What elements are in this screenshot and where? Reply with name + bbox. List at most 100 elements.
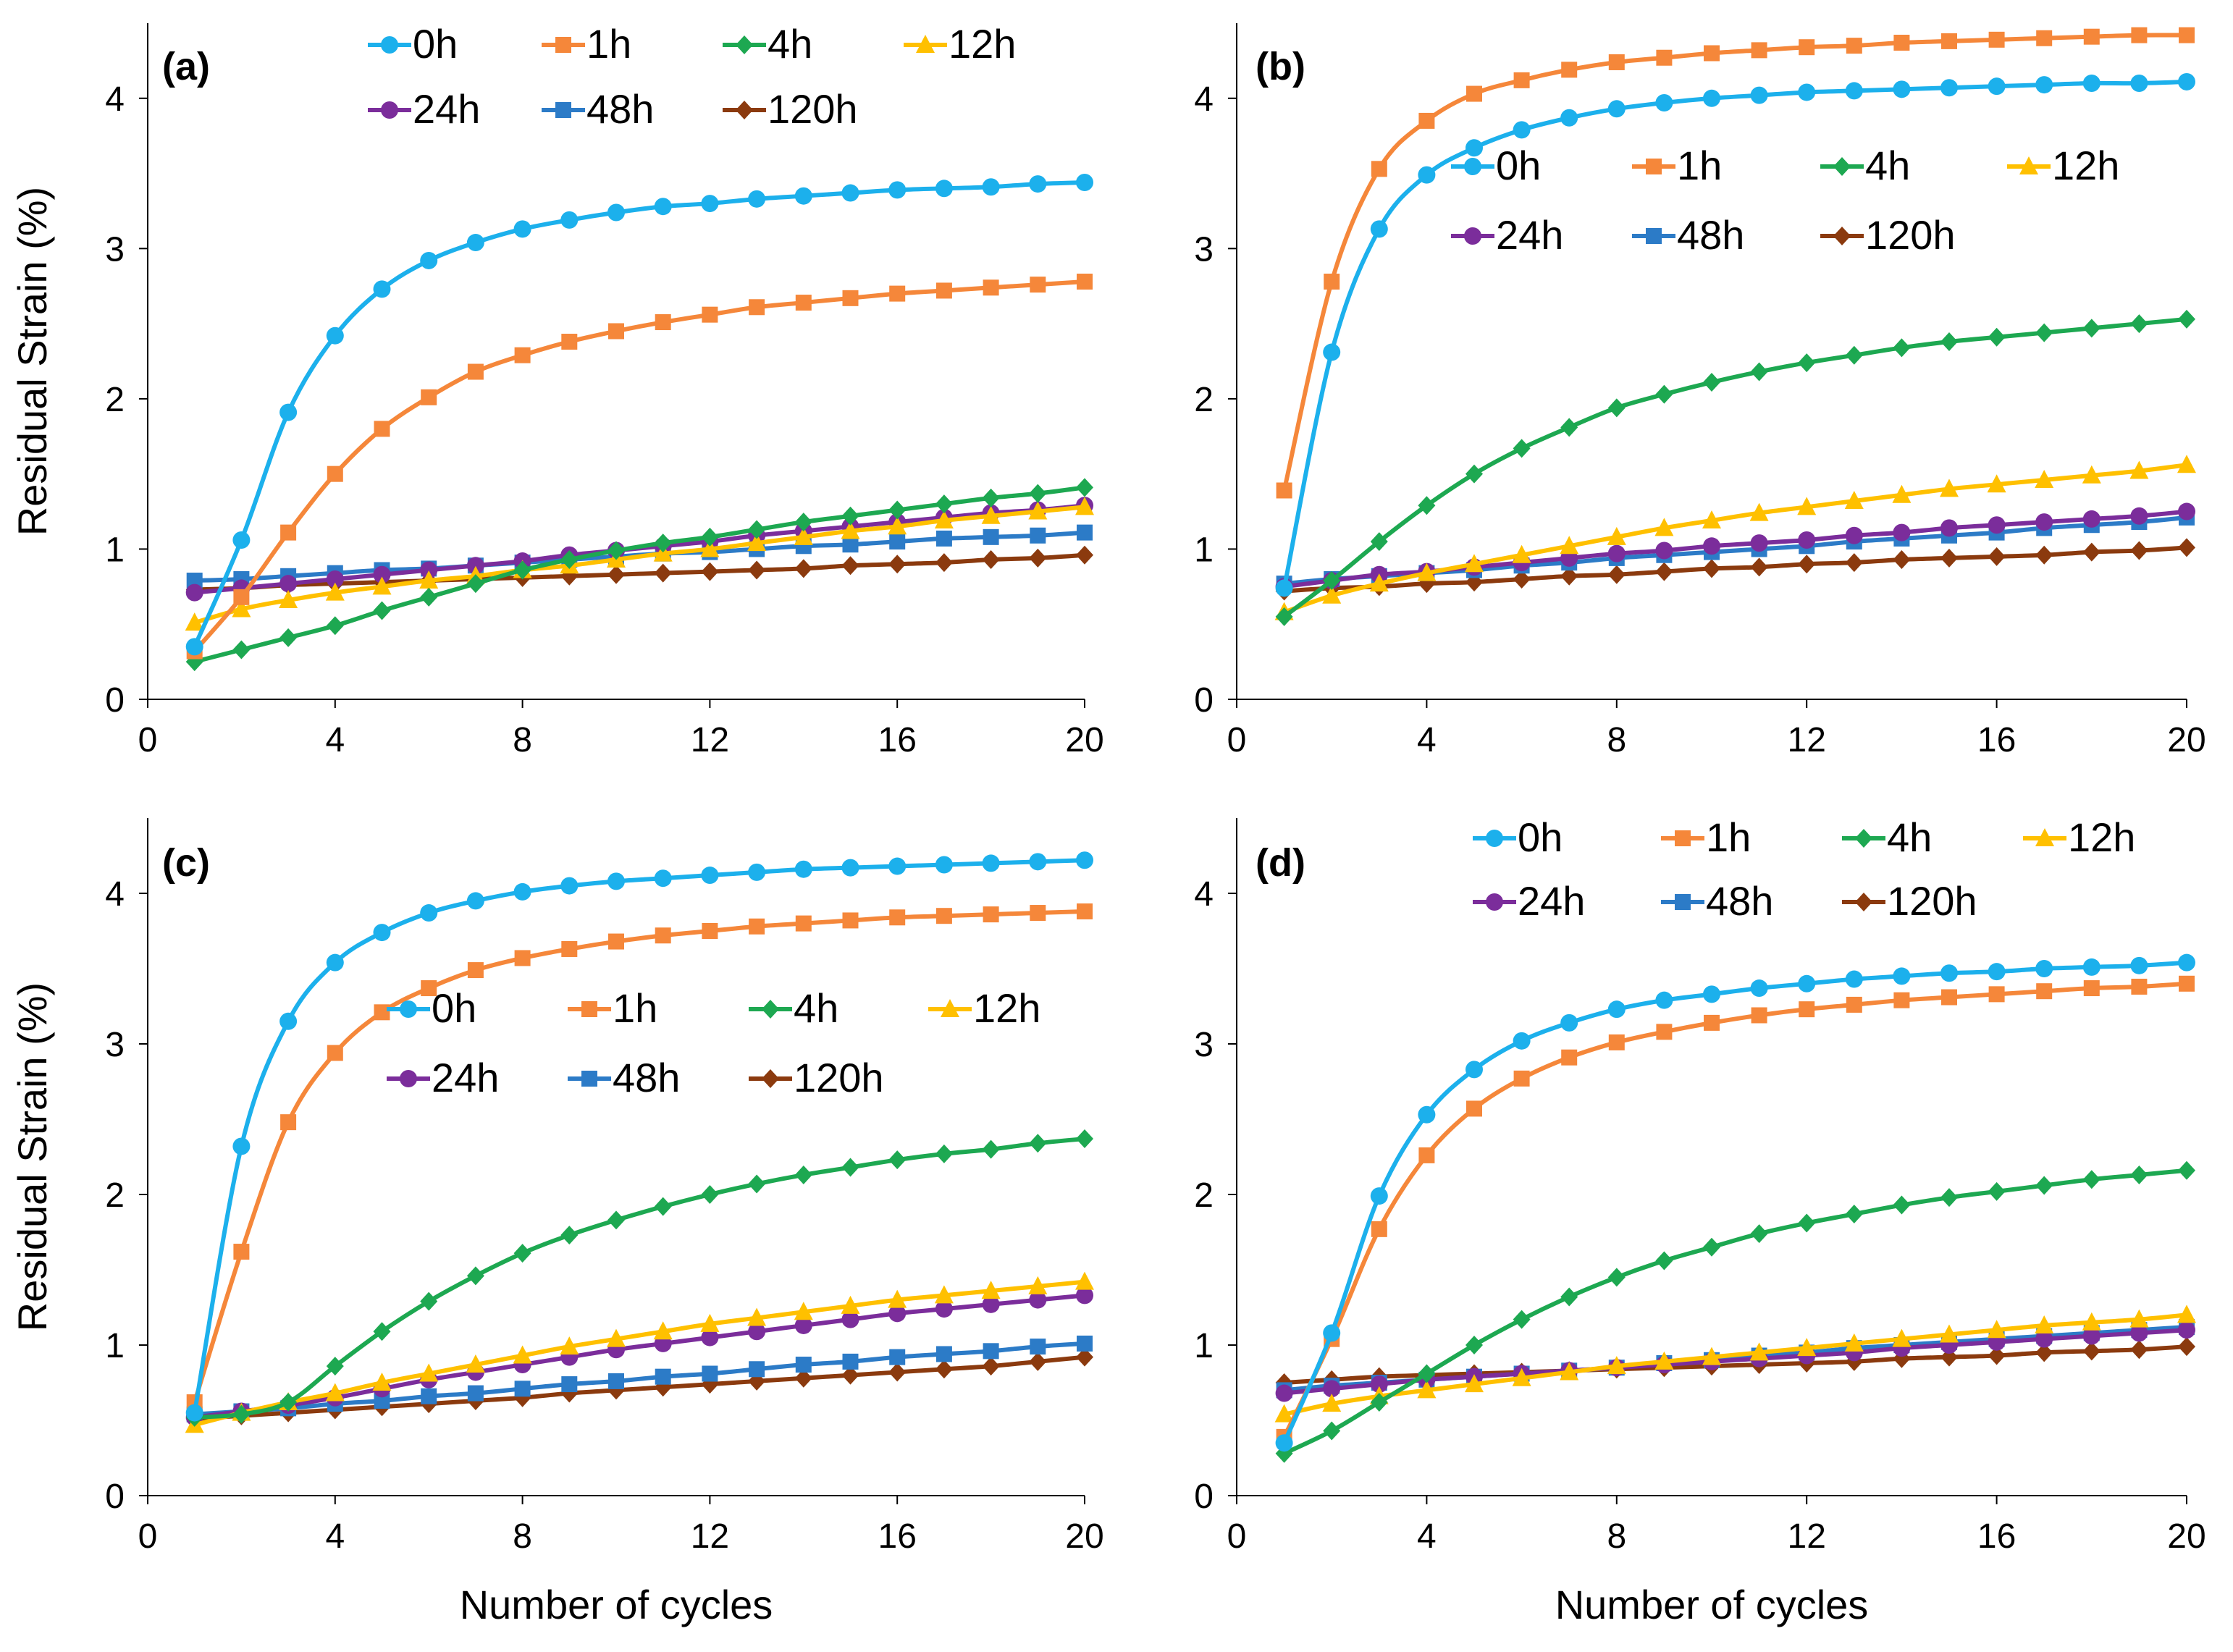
data-point [2177,455,2196,473]
legend-item-0h: 0h [368,21,458,67]
data-point [1418,496,1436,515]
data-point [400,1070,417,1087]
data-point [1560,109,1578,127]
data-point [794,860,812,878]
data-point [1030,277,1046,293]
data-point [935,282,952,299]
data-point [1465,1374,1484,1393]
legend-label: 120h [794,1055,884,1100]
y-tick-label: 1 [105,1327,125,1365]
legend-item-4h: 4h [1820,143,1910,188]
series-line [1283,1168,2187,1456]
data-point [1988,77,2006,96]
data-point [607,541,625,560]
legend-label: 120h [768,86,858,132]
data-point [326,616,344,636]
data-point [607,1210,625,1230]
data-point [748,560,766,580]
data-point [2178,1160,2195,1180]
data-point [560,211,579,229]
data-point [2177,1305,2196,1323]
series-0h [1275,953,2195,1452]
data-point [233,589,250,605]
data-point [2035,513,2053,531]
data-point [1324,273,1340,290]
data-point [748,1174,766,1194]
data-point [654,869,672,888]
x-tick-label: 20 [2167,1517,2205,1556]
data-point [1941,33,1957,49]
x-tick-label: 20 [1065,1517,1103,1556]
data-point [2130,314,2148,334]
data-point [841,1295,860,1314]
data-point [1030,1339,1046,1355]
series-12h [1274,455,2196,620]
data-point [560,877,579,895]
data-point [466,574,484,594]
data-point [326,1357,344,1376]
series-4h [1275,1160,2195,1463]
data-point [935,1144,953,1163]
data-point [2082,1312,2101,1331]
legend-label: 0h [432,985,476,1031]
data-point [1513,121,1531,139]
data-point [1833,157,1851,176]
data-point [1608,54,1625,70]
y-tick-label: 1 [1194,1327,1214,1365]
data-point [1323,1324,1341,1342]
legend-label: 48h [586,86,654,132]
data-point [373,924,391,942]
legend-label: 12h [2068,814,2135,860]
data-point [279,575,298,593]
data-point [2130,1340,2148,1360]
data-point [608,1373,624,1389]
data-point [555,102,571,118]
data-point [1656,49,1673,66]
data-point [1029,1352,1047,1371]
data-point [1940,332,1958,352]
data-point [654,534,672,553]
legend-item-48h: 48h [542,86,654,132]
data-point [935,856,953,874]
data-point [327,1045,343,1061]
data-point [421,980,437,997]
y-tick-label: 1 [105,531,125,569]
legend-label: 48h [613,1055,680,1100]
data-point [1029,1291,1047,1309]
data-point [1323,1380,1341,1398]
data-point [983,279,999,296]
y-tick-label: 2 [1194,1176,1214,1215]
legend-item-48h: 48h [1661,878,1773,924]
x-tick-label: 16 [878,1517,917,1556]
data-point [934,1285,954,1304]
y-tick-label: 0 [1194,681,1214,720]
data-point [373,601,391,620]
legend-item-12h: 12h [904,21,1016,67]
data-point [701,1328,719,1347]
data-point [1465,139,1483,157]
series-line [192,858,1085,1414]
x-tick-label: 12 [691,1517,729,1556]
legend-label: 1h [586,21,631,67]
data-point [842,912,859,929]
data-point [1077,903,1093,919]
data-point [1607,398,1626,418]
legend-item-1h: 1h [1661,814,1751,860]
data-point [841,521,860,539]
legend-item-1h: 1h [542,21,631,67]
data-point [1486,830,1503,847]
x-tick-label: 12 [1788,1517,1826,1556]
data-point [1512,1367,1531,1386]
legend-label: 120h [1887,878,1977,924]
data-point [555,37,571,53]
data-point [1855,829,1872,848]
series-4h [1275,309,2195,626]
data-point [2130,507,2148,525]
data-point [1797,1338,1817,1357]
data-point [2036,30,2053,46]
data-point [1750,979,1768,998]
data-point [1893,80,1911,98]
data-point [1077,1335,1093,1352]
data-point [889,1349,906,1365]
data-point [888,1289,907,1308]
